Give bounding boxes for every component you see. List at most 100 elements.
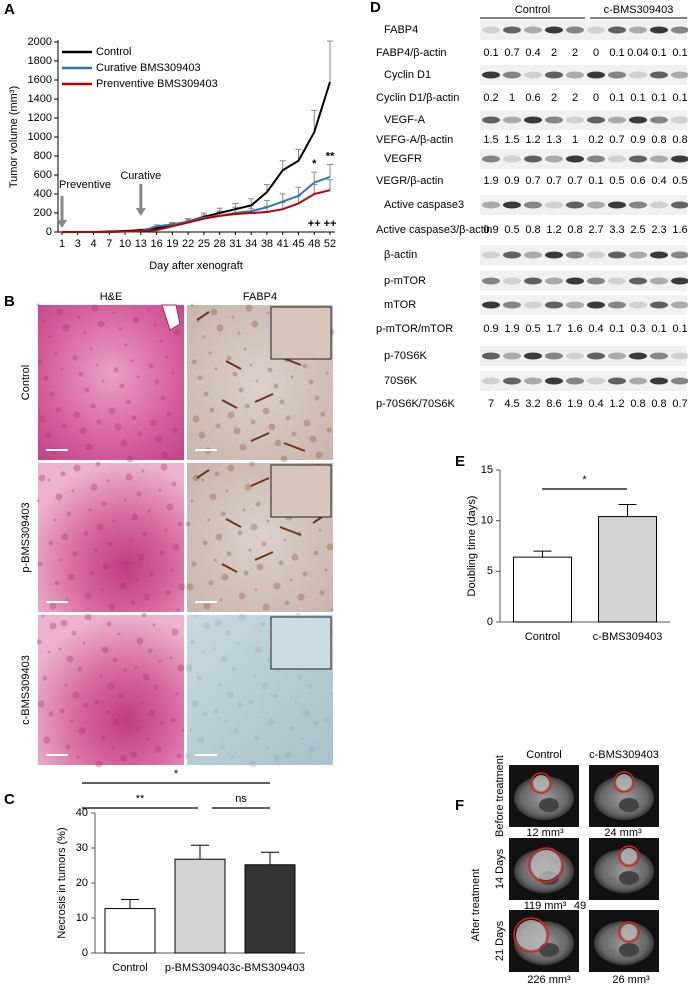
band [503, 26, 521, 34]
y-tick-label: 30 [76, 842, 88, 854]
mri-body [514, 776, 574, 820]
band-label: p-mTOR [384, 275, 426, 287]
ratio-value: 0.3 [630, 323, 645, 335]
texture [191, 561, 197, 567]
ratio-label: Active caspase3/β-actin [376, 224, 492, 236]
texture [83, 331, 87, 335]
texture [78, 727, 86, 735]
texture [76, 755, 80, 759]
texture [215, 533, 223, 541]
ratio-value: 0.5 [609, 175, 624, 187]
texture [49, 622, 57, 630]
texture [125, 399, 131, 405]
texture [201, 478, 205, 482]
texture [119, 754, 127, 762]
band [587, 26, 605, 34]
ratio-value: 0.5 [504, 224, 519, 236]
ratio-value: 1.2 [609, 398, 624, 410]
texture [120, 439, 128, 447]
texture [91, 304, 99, 312]
x-tick-label: 38 [261, 238, 273, 250]
band [650, 251, 668, 259]
bar [104, 908, 156, 954]
row-label: Control [20, 365, 32, 400]
ratio-label: p-mTOR/mTOR [376, 323, 453, 335]
texture [318, 528, 322, 532]
texture [148, 709, 156, 717]
error-bar [295, 186, 302, 196]
texture [208, 580, 214, 586]
texture [48, 540, 54, 546]
texture [166, 503, 174, 511]
texture [36, 499, 40, 503]
stain [221, 563, 238, 573]
ratio-value: 0.7 [504, 47, 519, 59]
ratio-value: 2 [551, 92, 557, 104]
texture [36, 303, 40, 307]
texture [255, 501, 261, 507]
texture [77, 315, 81, 319]
texture [216, 324, 224, 332]
texture [147, 307, 151, 311]
blot-strip [480, 346, 687, 366]
band [482, 116, 500, 124]
side-label: 21 Days [494, 920, 506, 961]
band [629, 251, 647, 259]
texture [161, 451, 169, 459]
band [503, 301, 521, 309]
panel-letter: D [370, 0, 381, 16]
texture [38, 474, 46, 482]
error-bar [311, 109, 318, 133]
texture [285, 415, 291, 421]
texture [300, 737, 304, 741]
texture [97, 320, 105, 328]
texture [214, 367, 218, 371]
stain [250, 432, 270, 442]
band [566, 26, 584, 34]
texture [148, 571, 154, 577]
x-tick-label: c-BMS309403 [235, 962, 305, 974]
ratio-value: 3.3 [609, 224, 624, 236]
texture [232, 727, 240, 735]
texture [96, 523, 104, 531]
ratio-value: 0.6 [630, 175, 645, 187]
texture [268, 423, 276, 431]
texture [130, 359, 134, 363]
annotation: ++ [308, 218, 321, 230]
texture [134, 665, 138, 669]
texture [265, 746, 269, 750]
x-tick-label: 22 [182, 238, 194, 250]
texture [260, 621, 266, 627]
band [503, 155, 521, 163]
texture [221, 573, 229, 581]
texture [261, 541, 267, 547]
x-tick-label: 10 [119, 238, 131, 250]
panel-letter: A [4, 1, 15, 18]
band [629, 71, 647, 79]
texture [192, 415, 200, 423]
texture [319, 590, 325, 596]
ratio-value: 0.9 [630, 134, 645, 146]
error-bar [327, 40, 333, 82]
texture [112, 657, 118, 663]
texture [64, 683, 68, 687]
texture [160, 395, 166, 401]
texture [171, 481, 177, 487]
significance-label: * [582, 474, 587, 486]
texture [146, 737, 150, 741]
texture [330, 608, 334, 612]
band [608, 155, 626, 163]
texture [85, 443, 93, 451]
texture [207, 518, 211, 522]
texture [267, 367, 273, 373]
significance-label: * [174, 768, 179, 780]
texture [262, 603, 270, 611]
stain [225, 360, 242, 370]
side-label: Before treatment [494, 755, 506, 837]
band [482, 155, 500, 163]
band [587, 251, 605, 259]
ratio-value: 2 [551, 47, 557, 59]
legend-label: Prenventive BMS309403 [96, 78, 218, 90]
